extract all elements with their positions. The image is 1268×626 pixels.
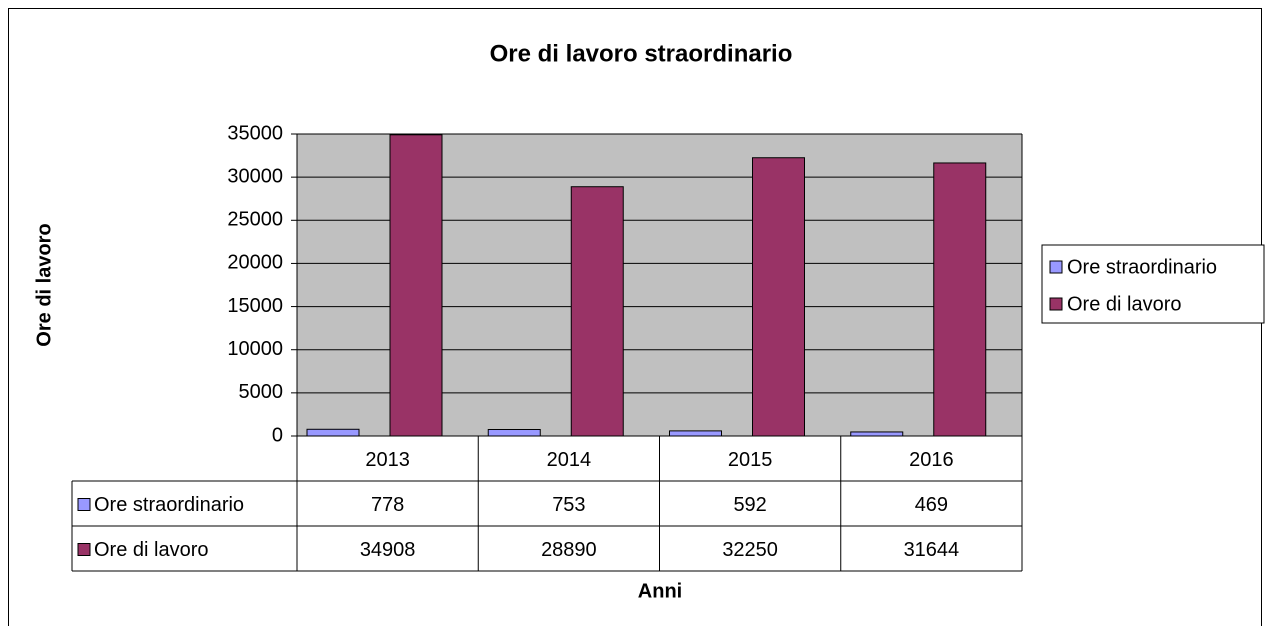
x-tick-label: 2013	[365, 449, 410, 471]
bar	[570, 186, 624, 437]
y-tick-label: 30000	[227, 165, 283, 187]
table-value: 469	[915, 494, 948, 516]
x-tick-label: 2014	[547, 449, 592, 471]
table-legend-key	[77, 543, 91, 556]
table-value: 753	[552, 494, 585, 516]
table-value: 31644	[904, 539, 960, 561]
table-legend-key	[77, 498, 91, 511]
x-tick-label: 2015	[728, 449, 773, 471]
y-tick-label: 0	[272, 424, 283, 446]
legend-key	[1049, 260, 1063, 274]
bar	[850, 431, 904, 437]
x-tick-label: 2016	[909, 449, 954, 471]
chart-title: Ore di lavoro straordinario	[490, 40, 793, 67]
y-tick-label: 25000	[227, 209, 283, 231]
table-value: 28890	[541, 539, 597, 561]
table-value: 592	[733, 494, 766, 516]
bar	[389, 134, 443, 437]
y-tick-label: 20000	[227, 252, 283, 274]
legend-label: Ore di lavoro	[1067, 293, 1182, 315]
y-tick-label: 35000	[227, 122, 283, 144]
legend-label: Ore straordinario	[1067, 256, 1217, 278]
x-axis-label: Anni	[638, 580, 682, 602]
y-axis-label: Ore di lavoro	[33, 223, 55, 346]
bar	[669, 430, 722, 437]
table-row-label: Ore di lavoro	[94, 539, 209, 561]
table-value: 778	[371, 494, 404, 516]
y-tick-label: 5000	[239, 381, 284, 403]
bar	[752, 157, 805, 437]
table-value: 34908	[360, 539, 416, 561]
legend-key	[1049, 297, 1063, 311]
bar	[933, 162, 987, 437]
bar	[487, 429, 541, 437]
y-tick-label: 10000	[227, 338, 283, 360]
legend-box	[1041, 244, 1265, 324]
y-tick-label: 15000	[227, 295, 283, 317]
bar	[306, 428, 360, 437]
table-value: 32250	[722, 539, 778, 561]
table-row-label: Ore straordinario	[94, 494, 244, 516]
